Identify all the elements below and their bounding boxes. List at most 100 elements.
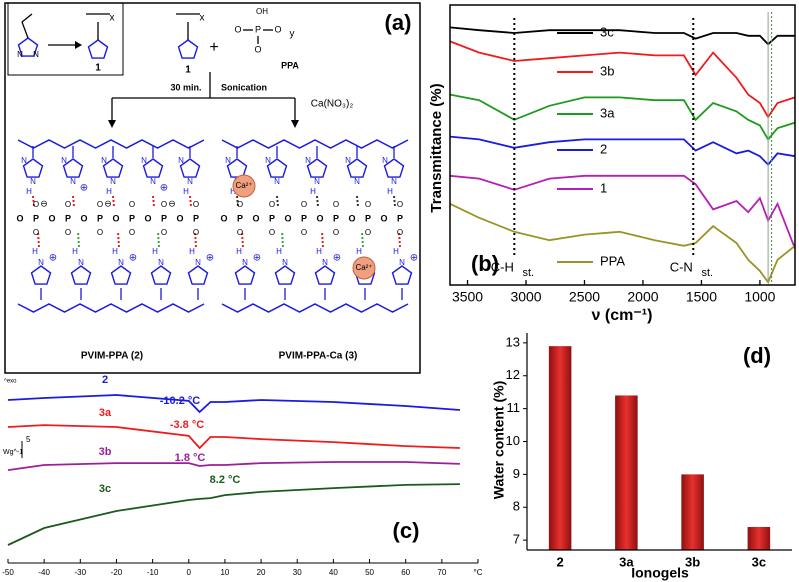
label: O — [333, 200, 339, 209]
curve-label: 3c — [99, 483, 111, 495]
hydrogen-bond — [236, 195, 239, 207]
label: x — [110, 13, 115, 24]
arrowhead — [108, 120, 116, 128]
label: H — [189, 247, 195, 256]
imidazole-ring — [70, 265, 92, 285]
x-tick-label: -40 — [38, 568, 50, 577]
calcium-ion — [232, 174, 256, 198]
series-line — [7, 461, 460, 471]
label: P — [255, 24, 261, 34]
label: H — [236, 247, 242, 256]
y-axis-label: Water content (%) — [491, 381, 507, 499]
label: + — [209, 39, 218, 56]
label: P — [97, 213, 103, 223]
bar — [615, 395, 638, 550]
label: N — [195, 258, 201, 267]
x-tick-label: 1500 — [686, 289, 717, 305]
x-tick-label: 10 — [220, 568, 229, 577]
imidazole-ring — [306, 158, 328, 178]
label: O — [33, 200, 39, 209]
imidazole-ring — [62, 158, 84, 178]
series-line — [449, 26, 795, 46]
y-axis-label: Transmittance (%) — [428, 83, 445, 212]
transition-label: -3.8 °C — [170, 419, 204, 431]
hydrogen-bond — [276, 195, 279, 207]
series-line — [7, 424, 460, 450]
label: P — [269, 213, 275, 223]
label: Sonication — [221, 82, 267, 92]
hydrogen-bond — [241, 231, 244, 248]
label: N — [314, 177, 320, 186]
label: O — [80, 213, 87, 223]
hydrogen-bond — [356, 195, 359, 207]
x-tick-label: 3000 — [510, 289, 541, 305]
imidazole-ring — [102, 158, 124, 178]
x-tick-label: 3500 — [452, 289, 483, 305]
scale-label: 5 — [26, 435, 31, 444]
label: P — [237, 213, 243, 223]
label: O — [397, 228, 403, 237]
label: H — [106, 187, 112, 196]
imidazole-ring — [266, 158, 288, 178]
label: ⊕ — [333, 253, 341, 264]
label: Ca²⁺ — [355, 263, 372, 272]
label: N — [305, 156, 311, 165]
label: N — [391, 177, 397, 186]
x-tick-label: 3b — [685, 554, 700, 569]
label: N — [33, 50, 39, 59]
label: O — [301, 200, 307, 209]
x-tick-label: 2 — [557, 554, 564, 569]
label: O — [284, 213, 291, 223]
y-tick-label: 13 — [506, 334, 520, 349]
series-line — [449, 135, 796, 166]
x-tick-label: -10 — [147, 568, 159, 577]
arrowhead — [291, 120, 299, 128]
label: N — [61, 156, 67, 165]
label: PPA — [281, 60, 299, 70]
hydrogen-bond — [37, 231, 40, 248]
label: P — [365, 213, 371, 223]
label: O — [301, 228, 307, 237]
label: N — [274, 177, 280, 186]
label: H — [32, 247, 38, 256]
label: P — [333, 213, 339, 223]
curve-label: 2 — [102, 374, 108, 386]
hydrogen-bond — [316, 195, 319, 207]
label: N — [158, 258, 164, 267]
label: P — [33, 213, 39, 223]
imidazole-ring — [179, 158, 201, 178]
transition-label: 8.2 °C — [210, 474, 241, 486]
label: PVIM-PPA (2) — [81, 351, 143, 362]
annotation-subscript: st. — [523, 267, 535, 279]
x-tick-label: 2000 — [627, 289, 658, 305]
panel-label: (a) — [385, 10, 412, 35]
x-tick-label: 2500 — [569, 289, 600, 305]
label: OH — [256, 7, 268, 16]
label: ⊕ — [49, 253, 57, 264]
label: O — [193, 228, 199, 237]
imidazole-ring — [391, 265, 413, 285]
label: O — [380, 213, 387, 223]
hydrogen-bond — [393, 195, 396, 207]
series-line — [7, 483, 460, 546]
label: O — [397, 200, 403, 209]
panel-a-frame — [4, 2, 421, 374]
label: N — [118, 258, 124, 267]
backbone — [221, 303, 409, 313]
label: O — [237, 228, 243, 237]
legend-label: 1 — [600, 180, 607, 195]
label: O — [237, 200, 243, 209]
x-tick-label: -20 — [111, 568, 123, 577]
label: N — [78, 258, 84, 267]
panel-label: (b) — [471, 251, 499, 276]
hydrogen-bond — [152, 195, 155, 207]
label: O — [112, 213, 119, 223]
label: H — [72, 247, 78, 256]
label: O — [252, 213, 259, 223]
x-tick-label: -50 — [2, 568, 14, 577]
label: N — [141, 156, 147, 165]
series-line — [7, 394, 460, 414]
hydrogen-bond — [77, 231, 80, 248]
legend-label: 3c — [600, 24, 614, 39]
label: ⊕ — [160, 183, 168, 194]
